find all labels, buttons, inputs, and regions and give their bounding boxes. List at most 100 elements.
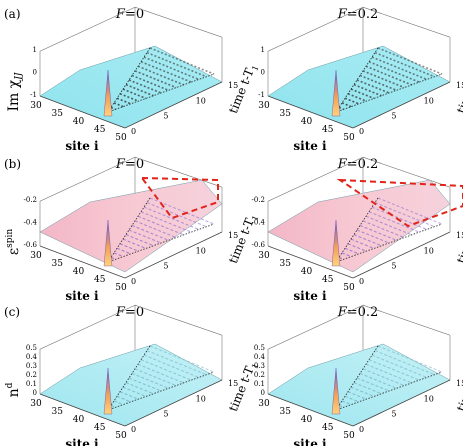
z-tick: -0.6 — [252, 241, 266, 249]
time-tick: 0 — [131, 425, 136, 434]
f-label: F=0 — [115, 305, 144, 320]
site-tick: 30 — [30, 399, 42, 409]
time-tick: 10 — [196, 246, 206, 255]
ripple-line — [374, 202, 435, 228]
site-tick: 35 — [52, 109, 64, 119]
time-tick: 0 — [131, 277, 136, 286]
time-tick: 15 — [228, 231, 238, 240]
ripple-line — [116, 97, 132, 105]
z-axis-label: Im χJJ — [6, 71, 24, 111]
site-axis-label: site i — [293, 437, 327, 446]
site-tick: 50 — [343, 431, 355, 441]
ripple-line — [350, 386, 375, 397]
ripple-line — [362, 220, 405, 239]
time-tick: 15 — [456, 379, 463, 388]
site-tick: 30 — [30, 251, 42, 261]
ripple-line — [116, 395, 131, 403]
site-tick: 35 — [280, 407, 292, 417]
box-edge — [362, 156, 451, 188]
ripple-line — [338, 256, 344, 260]
ripple-line — [356, 79, 390, 94]
time-tick: 5 — [391, 112, 396, 121]
ripple-line — [131, 224, 169, 241]
ripple-line — [350, 238, 375, 249]
box-wall — [267, 6, 364, 96]
site-tick: 45 — [322, 275, 334, 285]
f-label: F=0.2 — [337, 7, 379, 22]
ripple-line — [347, 391, 367, 400]
ripple-line — [341, 252, 352, 258]
ripple-line — [146, 51, 207, 78]
z-tick: -1 — [258, 91, 265, 99]
ripple-line — [356, 229, 390, 244]
ripple-line — [377, 197, 443, 225]
time-tick: 5 — [391, 410, 396, 419]
time-axis-line — [352, 231, 451, 279]
ripple-line — [341, 400, 352, 406]
ripple-line — [119, 391, 139, 400]
ripple-line — [146, 350, 207, 376]
ripple-line — [356, 377, 390, 392]
site-tick: 50 — [115, 133, 127, 143]
z-tick: -0.6 — [24, 241, 38, 249]
site-tick: 40 — [73, 267, 85, 277]
ripple-line — [149, 47, 215, 75]
site-tick: 45 — [322, 125, 334, 135]
ripple-line — [377, 345, 443, 373]
peak — [103, 219, 113, 267]
f-label: F=0.2 — [337, 305, 379, 320]
ripple-line — [119, 243, 139, 252]
box-wall — [39, 156, 136, 246]
panel-tag: (a) — [4, 7, 21, 21]
ripple-line — [137, 215, 184, 236]
peak — [103, 367, 113, 415]
ripple-line — [359, 224, 397, 241]
ripple-line — [353, 83, 382, 97]
ripple-line — [122, 238, 147, 249]
ripple-line — [377, 47, 443, 75]
ripple-line — [374, 51, 435, 78]
z-tick: 1 — [261, 46, 265, 54]
time-axis-line — [352, 81, 451, 129]
ripple-line — [359, 74, 397, 92]
peak — [103, 69, 113, 117]
f-label: F=0 — [115, 7, 144, 22]
ripple-line — [128, 79, 162, 94]
site-tick: 30 — [258, 251, 270, 261]
ripple-line — [128, 377, 162, 392]
box-edge — [134, 304, 223, 336]
ripple-line — [122, 386, 147, 397]
site-axis-line — [39, 245, 126, 279]
ripple-line — [137, 65, 185, 86]
site-tick: 35 — [280, 259, 292, 269]
time-tick: 15 — [456, 81, 463, 90]
z-axis-label: εspin — [5, 229, 22, 256]
site-axis-label: site i — [65, 289, 99, 303]
ripple-line — [140, 359, 192, 381]
ripple-line — [134, 70, 177, 89]
site-axis-label: site i — [293, 139, 327, 153]
ripple-line — [110, 256, 116, 260]
envelope-dashed — [336, 178, 463, 228]
site-tick: 30 — [30, 101, 42, 111]
z-tick: -0.2 — [24, 196, 38, 204]
ripple-line — [344, 97, 360, 105]
ripple-line — [368, 211, 420, 233]
z-tick: 0.2 — [26, 371, 37, 379]
time-tick: 10 — [196, 96, 206, 105]
panel-tag: (c) — [4, 305, 20, 319]
site-tick: 45 — [322, 423, 334, 433]
ripple-line — [338, 404, 344, 408]
time-tick: 15 — [228, 81, 238, 90]
z-tick: 0.5 — [254, 344, 265, 352]
box-edge — [362, 304, 451, 336]
ripple-line — [365, 65, 413, 86]
site-axis-line — [267, 95, 354, 129]
time-tick: 10 — [424, 394, 434, 403]
ripple-line — [113, 252, 124, 258]
site-axis-label: site i — [65, 139, 99, 153]
